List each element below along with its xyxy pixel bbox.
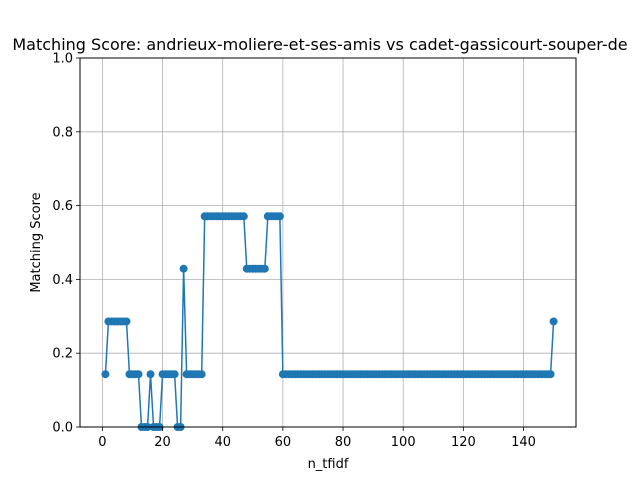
y-tick-label: 0.8 bbox=[52, 125, 73, 140]
data-point bbox=[122, 317, 131, 326]
data-point bbox=[549, 317, 558, 326]
y-tick-label: 0.0 bbox=[52, 421, 73, 436]
x-tick-label: 40 bbox=[214, 435, 231, 450]
y-tick-label: 0.2 bbox=[52, 347, 73, 362]
x-tick-label: 140 bbox=[511, 435, 536, 450]
data-point bbox=[260, 264, 269, 273]
data-point bbox=[179, 264, 188, 273]
plot-frame bbox=[79, 57, 577, 428]
x-tick-label: 20 bbox=[154, 435, 171, 450]
x-tick-label: 80 bbox=[335, 435, 352, 450]
series-line bbox=[104, 215, 555, 428]
y-tick-label: 0.4 bbox=[52, 273, 73, 288]
data-point bbox=[170, 370, 179, 379]
series bbox=[101, 212, 558, 431]
x-axis-label: n_tfidf bbox=[308, 457, 349, 472]
data-point bbox=[197, 370, 206, 379]
x-tick-label: 120 bbox=[451, 435, 476, 450]
x-axis: 0 20 40 60 80 100 120 140 bbox=[98, 427, 536, 450]
x-tick-label: 0 bbox=[98, 435, 106, 450]
y-axis-label: Matching Score bbox=[29, 192, 44, 292]
data-point bbox=[134, 370, 143, 379]
y-tick-label: 0.6 bbox=[52, 199, 73, 214]
data-point bbox=[275, 212, 284, 221]
data-point bbox=[101, 370, 110, 379]
chart-title: Matching Score: andrieux-moliere-et-ses-… bbox=[12, 35, 627, 54]
x-tick-label: 100 bbox=[391, 435, 416, 450]
y-tick-label: 1.0 bbox=[52, 52, 73, 67]
x-tick-label: 60 bbox=[275, 435, 292, 450]
y-axis: 0.0 0.2 0.4 0.6 0.8 1.0 bbox=[52, 52, 80, 436]
data-point bbox=[239, 212, 248, 221]
data-point bbox=[146, 370, 155, 379]
data-point bbox=[546, 370, 555, 379]
